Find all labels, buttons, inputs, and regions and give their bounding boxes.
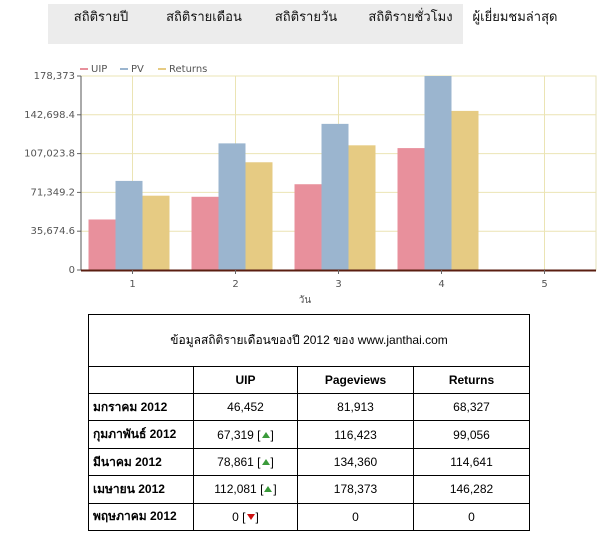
tab-hourly[interactable]: สถิติรายชั่วโมง: [368, 10, 453, 25]
bar-returns: [142, 195, 170, 270]
uip-value: 46,452: [227, 400, 264, 415]
table-row: พฤษภาคม 2012 0 [] 0 0: [88, 502, 531, 532]
bar-pv: [321, 123, 349, 270]
row-returns: 0: [412, 502, 531, 532]
bar-uip: [294, 184, 322, 270]
trend-up-icon: [261, 431, 270, 438]
bar-uip: [88, 219, 116, 270]
legend-label-pv: PV: [131, 64, 144, 75]
trend-down-icon: [246, 513, 255, 520]
tab-yearly[interactable]: สถิติรายปี: [73, 10, 129, 25]
row-returns: 114,641: [412, 447, 531, 477]
y-tick-label: 35,674.6: [30, 226, 75, 237]
uip-value: 67,319: [217, 427, 254, 442]
y-tick-label: 107,023.8: [24, 149, 75, 160]
table-row: มกราคม 2012 46,452 81,913 68,327: [88, 393, 531, 422]
row-returns: 146,282: [412, 475, 531, 504]
row-uip: 112,081 []: [193, 475, 298, 504]
row-month: มกราคม 2012: [88, 393, 194, 422]
table-header-pageviews: Pageviews: [297, 365, 414, 395]
legend-label-uip: UIP: [91, 64, 107, 75]
row-pageviews: 134,360: [297, 447, 414, 477]
uip-value: 0: [232, 509, 239, 524]
x-tick-label: 1: [129, 279, 135, 290]
row-uip: 67,319 []: [193, 420, 298, 449]
uip-value: 112,081: [214, 482, 257, 497]
row-month: เมษายน 2012: [88, 475, 194, 504]
row-month: พฤษภาคม 2012: [88, 502, 194, 532]
y-tick-label: 71,349.2: [30, 187, 75, 198]
row-uip: 0 []: [193, 502, 298, 532]
tab-daily[interactable]: สถิติรายวัน: [274, 10, 338, 25]
x-tick-label: 2: [232, 279, 238, 290]
bar-uip: [397, 148, 425, 270]
x-axis-label: วัน: [299, 295, 312, 306]
row-pageviews: 81,913: [297, 393, 414, 422]
bar-returns: [348, 145, 376, 270]
row-uip: 46,452: [193, 393, 298, 422]
y-tick-label: 0: [69, 265, 75, 276]
y-tick-label: 178,373: [34, 71, 75, 82]
x-tick-label: 5: [541, 279, 547, 290]
x-tick-label: 3: [335, 279, 341, 290]
row-pageviews: 116,423: [297, 420, 414, 449]
row-month: กุมภาพันธ์ 2012: [88, 420, 194, 449]
table-row: กุมภาพันธ์ 2012 67,319 [] 116,423 99,056: [88, 420, 531, 449]
bar-pv: [424, 76, 452, 270]
monthly-stats-table: ข้อมูลสถิติรายเดือนของปี 2012 ของ www.ja…: [87, 314, 531, 532]
bar-pv: [218, 143, 246, 270]
tab-recent-visitors[interactable]: ผู้เยี่ยมชมล่าสุด: [463, 4, 567, 44]
table-row: เมษายน 2012 112,081 [] 178,373 146,282: [88, 475, 531, 504]
table-caption: ข้อมูลสถิติรายเดือนของปี 2012 ของ www.ja…: [87, 314, 531, 367]
uip-value: 78,861: [217, 455, 254, 470]
trend-up-icon: [264, 486, 273, 493]
stats-tab-bar: สถิติรายปี สถิติรายเดือน สถิติรายวัน สถิ…: [48, 4, 567, 44]
tab-monthly[interactable]: สถิติรายเดือน: [166, 10, 242, 25]
table-header-empty: [88, 365, 194, 395]
bar-returns: [451, 110, 479, 270]
table-header-returns: Returns: [412, 365, 531, 395]
legend-label-returns: Returns: [169, 64, 207, 75]
row-returns: 68,327: [412, 393, 531, 422]
bar-uip: [191, 196, 219, 270]
x-tick-label: 4: [438, 279, 444, 290]
y-tick-label: 142,698.4: [24, 110, 75, 121]
bar-pv: [115, 180, 143, 270]
row-month: มีนาคม 2012: [88, 447, 194, 477]
row-pageviews: 0: [297, 502, 414, 532]
trend-up-icon: [261, 459, 270, 466]
monthly-stats-chart: 0 35,674.6 71,349.2 107,023.8 142,698.4 178,3…: [24, 64, 597, 306]
row-pageviews: 178,373: [297, 475, 414, 504]
table-header-uip: UIP: [193, 365, 298, 395]
table-row: มีนาคม 2012 78,861 [] 134,360 114,641: [88, 447, 531, 477]
bar-returns: [245, 162, 273, 270]
row-uip: 78,861 []: [193, 447, 298, 477]
row-returns: 99,056: [412, 420, 531, 449]
